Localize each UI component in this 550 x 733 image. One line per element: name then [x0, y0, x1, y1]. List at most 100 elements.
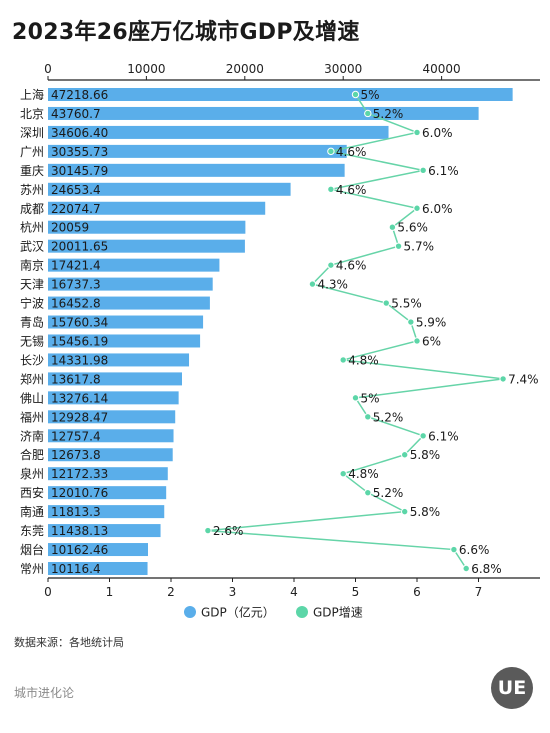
gdp-bar: [48, 486, 167, 500]
growth-value-label: 5%: [361, 88, 380, 102]
bar-series: 47218.66 43760.7 34606.40 30355.73 30145.79 2…: [48, 88, 513, 576]
growth-point: [401, 451, 409, 459]
growth-point: [413, 337, 421, 345]
growth-value-label: 6.0%: [422, 126, 453, 140]
gdp-value-label: 13617.8: [51, 372, 101, 386]
growth-point: [382, 299, 390, 307]
gdp-bar: [48, 372, 182, 386]
gdp-value-label: 15456.19: [51, 334, 108, 348]
category-label: 烟台: [20, 542, 44, 557]
gdp-bar: [48, 258, 220, 272]
gdp-bar: [48, 144, 347, 158]
gdp-bar: [48, 562, 148, 575]
category-label: 南通: [20, 504, 44, 519]
bottom-axis-tick-label: 5: [352, 585, 360, 599]
gdp-bar: [48, 315, 204, 329]
gdp-value-label: 47218.66: [51, 88, 108, 102]
gdp-bar: [48, 353, 190, 367]
gdp-bar: [48, 543, 148, 557]
category-label: 长沙: [20, 353, 44, 367]
growth-point: [327, 147, 335, 156]
category-label: 合肥: [20, 447, 44, 462]
category-label: 深圳: [20, 126, 44, 140]
growth-point: [339, 356, 347, 364]
growth-value-label: 4.3%: [317, 278, 348, 292]
growth-value-label: 6.6%: [459, 543, 490, 557]
category-label: 无锡: [20, 333, 44, 348]
gdp-value-label: 10116.4: [51, 562, 101, 576]
gdp-value-label: 15760.34: [51, 316, 108, 330]
bottom-axis-tick-label: 1: [106, 585, 114, 599]
growth-value-label: 5.2%: [373, 410, 404, 424]
category-label: 武汉: [20, 240, 44, 254]
growth-point: [351, 90, 360, 99]
category-label: 重庆: [20, 164, 44, 178]
growth-point: [364, 413, 372, 421]
growth-point: [327, 261, 335, 269]
growth-point: [339, 470, 347, 478]
category-label: 济南: [20, 428, 44, 443]
gdp-value-label: 20059: [51, 221, 89, 235]
gdp-value-label: 12673.8: [51, 448, 101, 462]
growth-value-label: 4.6%: [336, 183, 367, 197]
growth-line-series: 5% 5.2% 6.0% 4.6% 6.1% 4.6% 6.0% 5.6% 5.7% 4.6% 4.…: [204, 88, 539, 576]
gdp-value-label: 30145.79: [51, 164, 108, 178]
bottom-axis: 0 1 2 3 4 5 6 7: [44, 577, 540, 599]
gdp-value-label: 34606.40: [51, 126, 108, 140]
growth-value-label: 5%: [361, 391, 380, 405]
gdp-bar: [48, 201, 266, 215]
brand-logo: UE: [491, 667, 533, 709]
category-label: 郑州: [20, 371, 44, 386]
gdp-bar: [48, 220, 246, 234]
top-axis-tick-label: 30000: [324, 62, 362, 76]
brand-text: 城市进化论: [14, 686, 75, 700]
gdp-value-label: 12172.33: [51, 467, 108, 481]
growth-value-label: 6.8%: [471, 562, 502, 576]
growth-line: [207, 94, 504, 569]
gdp-bar: [48, 334, 201, 348]
gdp-bar: [48, 182, 291, 196]
growth-value-label: 5.7%: [404, 240, 435, 254]
growth-point: [462, 564, 470, 573]
gdp-value-label: 16452.8: [51, 297, 101, 311]
growth-value-label: 4.6%: [336, 145, 367, 159]
growth-value-label: 6.1%: [428, 164, 459, 178]
gdp-bar: [48, 505, 165, 519]
category-labels: 上海北京深圳广州重庆苏州成都杭州武汉南京天津宁波青岛无锡长沙郑州佛山福州济南合肥…: [20, 87, 44, 576]
gdp-value-label: 17421.4: [51, 259, 101, 273]
growth-point: [394, 242, 403, 250]
growth-value-label: 6.0%: [422, 202, 453, 216]
category-label: 北京: [20, 107, 44, 121]
category-label: 泉州: [20, 467, 44, 481]
growth-point: [419, 432, 427, 440]
category-label: 苏州: [20, 183, 44, 197]
legend: GDP（亿元） GDP增速: [184, 605, 363, 620]
category-label: 天津: [20, 278, 44, 292]
top-axis-tick-label: 0: [44, 62, 52, 76]
category-label: 西安: [20, 485, 44, 500]
growth-point: [364, 488, 372, 497]
gdp-bar: [48, 239, 245, 253]
category-label: 南京: [20, 258, 44, 273]
category-label: 常州: [20, 562, 44, 576]
category-label: 福州: [20, 409, 44, 424]
gdp-bar: [48, 296, 210, 310]
gdp-bar: [48, 467, 168, 481]
gdp-value-label: 22074.7: [51, 202, 101, 216]
growth-value-label: 6.1%: [428, 429, 459, 443]
growth-point: [308, 280, 317, 288]
gdp-bar: [48, 163, 345, 177]
gdp-value-label: 11813.3: [51, 505, 101, 519]
growth-value-label: 5.9%: [416, 316, 447, 330]
growth-point: [327, 185, 335, 194]
category-label: 宁波: [20, 296, 44, 311]
growth-point: [204, 526, 212, 535]
gdp-value-label: 12928.47: [51, 410, 108, 424]
data-source-note: 数据来源：各地统计局: [14, 636, 124, 649]
gdp-bar: [48, 448, 173, 462]
gdp-value-label: 20011.65: [51, 240, 108, 254]
gdp-bar: [48, 106, 479, 120]
bottom-axis-tick-label: 6: [413, 585, 421, 599]
category-label: 青岛: [20, 315, 44, 330]
legend-growth-label: GDP增速: [313, 606, 363, 620]
